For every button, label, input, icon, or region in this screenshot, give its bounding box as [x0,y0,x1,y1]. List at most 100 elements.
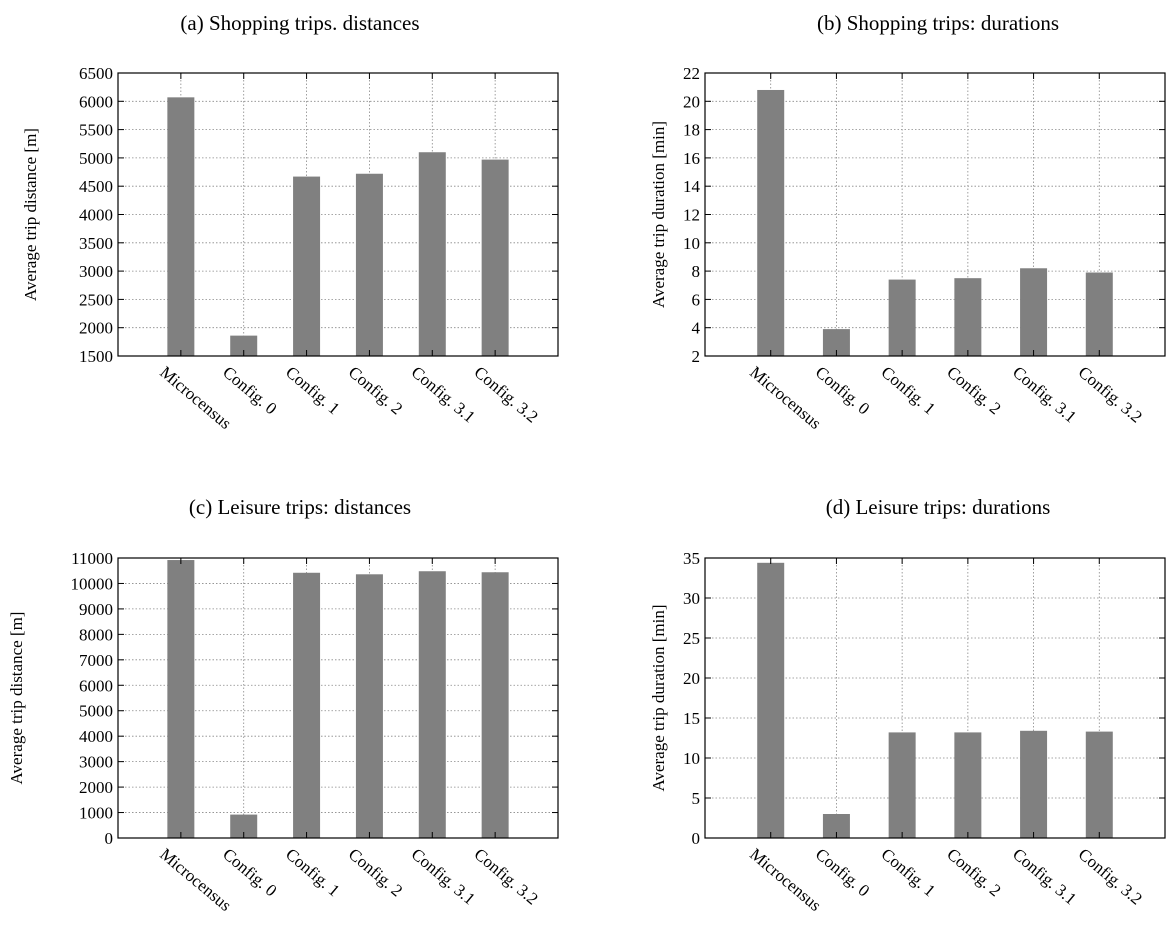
x-tick-label: Microcensus [746,363,825,433]
x-tick-label: Config. 0 [219,363,280,419]
x-tick-label: Config. 2 [943,363,1004,419]
bar-config-1 [293,572,321,838]
plot-frame [117,72,559,357]
y-tick-label: 20 [683,92,700,111]
x-tick-label: Config. 2 [345,845,406,901]
bar-config-1 [888,732,916,838]
chart-title: (d) Leisure trips: durations [826,495,1051,519]
x-tick-label: Config. 3.1 [408,363,479,427]
y-tick-label: 0 [692,829,701,848]
y-tick-label: 9000 [79,600,113,619]
bar-config-3-1 [418,571,446,838]
bar-microcensus [757,89,785,356]
bar-config-2 [355,173,383,356]
y-tick-label: 4500 [79,177,113,196]
x-tick-label: Config. 2 [345,363,406,419]
x-tick-label: Config. 3.2 [471,363,542,427]
y-tick-label: 35 [683,549,700,568]
plot-frame [704,72,1166,357]
bar-config-3-2 [1085,272,1113,356]
bar-config-3-1 [1020,730,1048,838]
x-tick-label: Config. 3.2 [471,845,542,909]
y-tick-label: 8 [692,262,701,281]
x-tick-label: Config. 0 [812,363,873,419]
y-tick-label: 2500 [79,290,113,309]
bar-config-1 [888,279,916,356]
y-tick-label: 6000 [79,92,113,111]
y-tick-label: 2000 [79,778,113,797]
chart-panel-b: (b) Shopping trips: durations 2 4 6 8 10 12 14 1… [649,11,1166,433]
y-tick-label: 5500 [79,121,113,140]
y-tick-label: 3500 [79,234,113,253]
bar-config-2 [355,574,383,838]
plot-frame [117,557,559,839]
y-tick-label: 30 [683,589,700,608]
y-tick-label: 1500 [79,347,113,366]
y-tick-label: 5 [692,789,701,808]
x-tick-label: Config. 0 [219,845,280,901]
x-tick-label: Config. 1 [878,363,939,419]
y-tick-label: 3000 [79,262,113,281]
y-tick-label: 1000 [79,804,113,823]
y-tick-label: 5000 [79,149,113,168]
bar-microcensus [757,562,785,838]
x-tick-label: Microcensus [746,845,825,915]
bar-config-3-1 [1020,268,1048,356]
chart-panel-a: (a) Shopping trips. distances 1500 2000 250… [21,11,559,433]
y-tick-label: 6 [692,290,701,309]
y-tick-label: 4 [692,319,701,338]
bar-config-3-2 [1085,731,1113,838]
y-tick-label: 25 [683,629,700,648]
x-tick-label: Config. 2 [943,845,1004,901]
chart-panel-d: (d) Leisure trips: durations 0 5 10 15 20 25 30… [649,495,1166,915]
bar-config-3-1 [418,152,446,356]
bar-config-0 [230,335,258,356]
chart-title: (b) Shopping trips: durations [817,11,1059,35]
chart-title: (a) Shopping trips. distances [180,11,419,35]
bar-config-1 [293,176,321,356]
y-tick-label: 10 [683,749,700,768]
y-tick-label: 8000 [79,625,113,644]
y-tick-label: 7000 [79,651,113,670]
bar-config-3-2 [481,572,509,838]
x-tick-label: Config. 3.1 [408,845,479,909]
y-tick-label: 2000 [79,319,113,338]
y-tick-label: 4000 [79,206,113,225]
y-tick-label: 5000 [79,702,113,721]
y-tick-label: 22 [683,64,700,83]
y-tick-label: 0 [105,829,114,848]
y-tick-label: 11000 [71,549,113,568]
bar-config-2 [954,278,982,356]
chart-panel-c: (c) Leisure trips: distances 0 1000 2000 300… [7,495,559,915]
y-tick-label: 10 [683,234,700,253]
y-tick-label: 2 [692,347,701,366]
x-tick-label: Config. 3.2 [1075,845,1146,909]
y-tick-label: 12 [683,206,700,225]
x-tick-label: Config. 0 [812,845,873,901]
y-tick-label: 14 [683,177,701,196]
bar-config-3-2 [481,159,509,356]
y-tick-label: 6000 [79,676,113,695]
x-tick-label: Config. 3.2 [1075,363,1146,427]
y-tick-label: 20 [683,669,700,688]
y-tick-label: 6500 [79,64,113,83]
y-tick-label: 16 [683,149,700,168]
y-tick-label: 3000 [79,753,113,772]
y-tick-label: 18 [683,121,700,140]
bar-config-2 [954,732,982,838]
y-tick-label: 4000 [79,727,113,746]
y-axis-label: Average trip duration [min] [649,121,668,308]
y-tick-label: 15 [683,709,700,728]
chart-title: (c) Leisure trips: distances [189,495,411,519]
bar-microcensus [167,560,195,838]
x-tick-label: Config. 3.1 [1009,845,1080,909]
x-tick-label: Config. 3.1 [1009,363,1080,427]
x-tick-label: Config. 1 [878,845,939,901]
x-tick-label: Config. 1 [282,845,343,901]
y-tick-label: 10000 [71,574,114,593]
y-axis-label: Average trip duration [min] [649,604,668,791]
y-axis-label: Average trip distance [m] [21,128,40,301]
bar-microcensus [167,97,195,356]
y-axis-label: Average trip distance [m] [7,612,26,785]
